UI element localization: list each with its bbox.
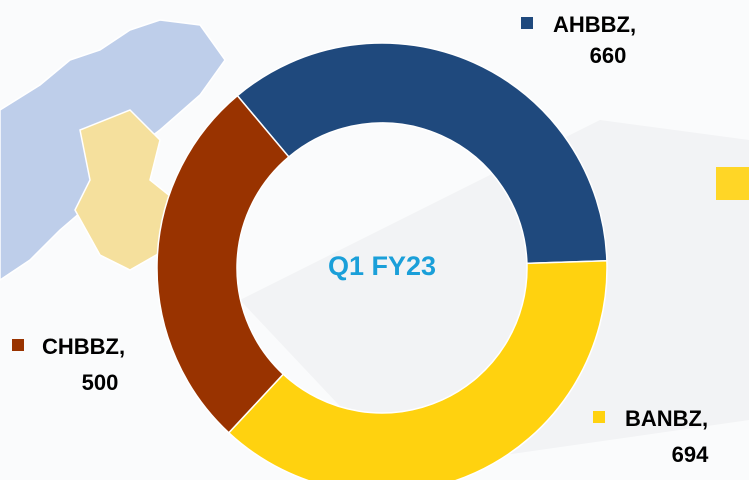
value-label: 500 xyxy=(82,370,119,395)
center-label: Q1 FY23 xyxy=(328,251,436,281)
donut xyxy=(156,42,608,480)
label-marker xyxy=(521,17,533,29)
value-label: 694 xyxy=(672,442,709,467)
label-marker xyxy=(12,339,24,351)
label-marker xyxy=(593,411,605,423)
legend-fragment xyxy=(716,167,749,200)
category-label: BANBZ, xyxy=(625,406,708,431)
category-label: AHBBZ, xyxy=(553,12,636,37)
map-shadow xyxy=(240,120,749,470)
value-label: 660 xyxy=(590,43,627,68)
donut-segment xyxy=(236,42,608,265)
donut-segment xyxy=(156,94,290,434)
donut-segment xyxy=(227,259,608,480)
category-label: CHBBZ, xyxy=(42,334,125,359)
